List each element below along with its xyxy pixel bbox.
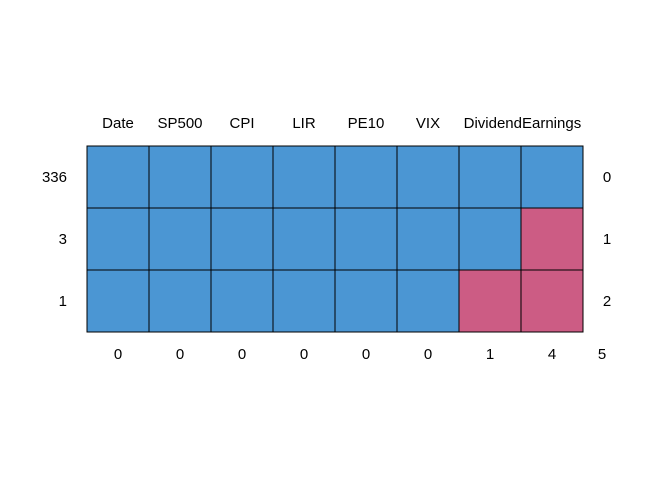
column-missing-total-label: 0 — [362, 346, 370, 363]
cell-r0-c5-observed — [396, 145, 460, 209]
row-missing-count-label: 1 — [603, 231, 611, 248]
row-frequency-labels: 336 3 1 — [42, 169, 67, 310]
cell-r1-c7-missing — [520, 207, 584, 271]
column-missing-total-label: 0 — [176, 346, 184, 363]
cell-r0-c0-observed — [86, 145, 150, 209]
column-label-dividend: Dividend — [464, 115, 522, 132]
cell-r2-c6-missing — [458, 269, 522, 333]
cell-r1-c0-observed — [86, 207, 150, 271]
column-label-pe10: PE10 — [348, 115, 385, 132]
column-missing-total-labels: 0 0 0 0 0 0 1 4 — [114, 346, 556, 363]
row-frequency-label: 1 — [59, 293, 67, 310]
cell-r2-c2-observed — [210, 269, 274, 333]
cell-r2-c0-observed — [86, 269, 150, 333]
cell-r1-c2-observed — [210, 207, 274, 271]
row-missing-count-labels: 0 1 2 — [603, 169, 611, 310]
cell-r2-c4-observed — [334, 269, 398, 333]
cell-r0-c7-observed — [520, 145, 584, 209]
cell-r0-c6-observed — [458, 145, 522, 209]
column-missing-total-label: 0 — [300, 346, 308, 363]
column-missing-total-label: 0 — [238, 346, 246, 363]
total-missing-label: 5 — [598, 346, 606, 363]
row-frequency-label: 336 — [42, 169, 67, 186]
column-missing-total-label: 0 — [114, 346, 122, 363]
cell-r1-c5-observed — [396, 207, 460, 271]
column-label-cpi: CPI — [229, 115, 254, 132]
column-label-sp500: SP500 — [157, 115, 202, 132]
cell-r1-c1-observed — [148, 207, 212, 271]
row-frequency-label: 3 — [59, 231, 67, 248]
cell-r2-c3-observed — [272, 269, 336, 333]
column-label-earnings: Earnings — [522, 115, 581, 132]
column-label-vix: VIX — [416, 115, 440, 132]
row-missing-count-label: 2 — [603, 293, 611, 310]
column-missing-total-label: 0 — [424, 346, 432, 363]
column-missing-total-label: 4 — [548, 346, 556, 363]
cell-r1-c3-observed — [272, 207, 336, 271]
cell-r2-c7-missing — [520, 269, 584, 333]
cell-r0-c4-observed — [334, 145, 398, 209]
cell-r0-c2-observed — [210, 145, 274, 209]
cell-r2-c5-observed — [396, 269, 460, 333]
column-missing-total-label: 1 — [486, 346, 494, 363]
column-label-lir: LIR — [292, 115, 316, 132]
cell-r0-c3-observed — [272, 145, 336, 209]
column-label-date: Date — [102, 115, 134, 132]
cell-r0-c1-observed — [148, 145, 212, 209]
column-labels: Date SP500 CPI LIR PE10 VIX Dividend Earnings — [102, 115, 581, 132]
cell-r1-c6-observed — [458, 207, 522, 271]
cell-r1-c4-observed — [334, 207, 398, 271]
row-missing-count-label: 0 — [603, 169, 611, 186]
cell-r2-c1-observed — [148, 269, 212, 333]
pattern-cells — [86, 145, 584, 333]
